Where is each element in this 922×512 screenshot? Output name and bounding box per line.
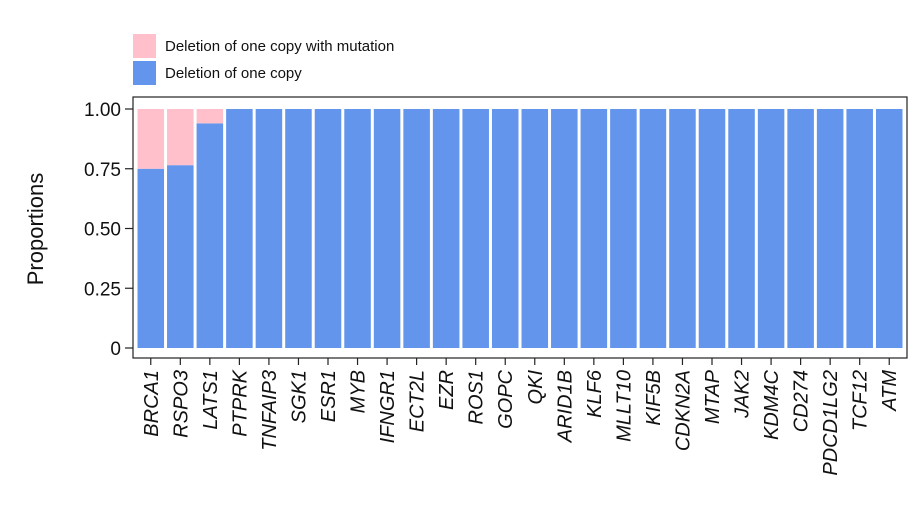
x-tick-label-esr1: ESR1	[318, 370, 340, 422]
bar-gopc-deletion	[491, 109, 519, 348]
x-tick-label-brca1: BRCA1	[141, 370, 163, 437]
x-tick-label-mtap: MTAP	[702, 369, 724, 424]
x-tick-label-arid1b: ARID1B	[554, 370, 576, 443]
x-tick-label-ros1: ROS1	[466, 370, 488, 424]
bar-atm-deletion	[875, 109, 903, 348]
bar-brca1-deletion-with-mutation	[137, 109, 165, 169]
bar-mllt10-deletion	[610, 109, 637, 348]
x-tick-label-qki: QKI	[525, 370, 547, 405]
y-tick-label: 0	[110, 339, 121, 360]
bar-tnfaip3-deletion	[255, 109, 283, 348]
bar-ezr-deletion	[432, 109, 460, 348]
y-tick-label: 0.25	[84, 279, 121, 300]
bar-sgk1-deletion	[285, 109, 312, 348]
x-tick-label-cd274: CD274	[791, 370, 813, 432]
x-tick-label-mllt10: MLLT10	[613, 370, 635, 442]
x-tick-label-pdcd1lg2: PDCD1LG2	[820, 370, 842, 476]
x-tick-label-ect2l: ECT2L	[407, 370, 429, 432]
y-tick-label: 0.75	[84, 160, 121, 181]
bar-qki-deletion	[521, 109, 549, 348]
x-tick-label-kdm4c: KDM4C	[761, 369, 783, 440]
legend-label: Deletion of one copy	[165, 65, 302, 82]
bar-ros1-deletion	[462, 109, 489, 348]
y-axis-title: Proportions	[23, 173, 48, 286]
bar-tcf12-deletion	[846, 109, 873, 348]
x-tick-label-gopc: GOPC	[495, 369, 517, 428]
x-tick-label-kif5b: KIF5B	[643, 370, 665, 426]
x-tick-label-ifngr1: IFNGR1	[377, 370, 399, 443]
bar-jak2-deletion	[728, 109, 755, 348]
x-tick-label-ezr: EZR	[436, 370, 458, 410]
bar-ptprk-deletion	[226, 109, 253, 348]
bar-esr1-deletion	[314, 109, 342, 348]
x-tick-label-myb: MYB	[348, 370, 370, 413]
legend-swatch	[133, 34, 156, 58]
x-tick-label-cdkn2a: CDKN2A	[672, 370, 694, 451]
bar-mtap-deletion	[698, 109, 726, 348]
bar-cdkn2a-deletion	[669, 109, 696, 348]
bar-lats1-deletion	[196, 123, 224, 348]
bar-ect2l-deletion	[403, 109, 430, 348]
bar-cd274-deletion	[787, 109, 814, 348]
bars	[137, 109, 903, 348]
bar-arid1b-deletion	[551, 109, 578, 348]
bar-lats1-deletion-with-mutation	[196, 109, 224, 124]
x-tick-label-tnfaip3: TNFAIP3	[259, 370, 281, 451]
x-axis: BRCA1 RSPO3 LATS1 PTPRK TNFAIP3 SGK1 ESR1 MYB IF…	[141, 358, 901, 476]
x-tick-label-ptprk: PTPRK	[229, 368, 251, 436]
x-tick-label-rspo3: RSPO3	[170, 370, 192, 438]
bar-rspo3-deletion-with-mutation	[167, 109, 194, 166]
bar-kdm4c-deletion	[757, 109, 785, 348]
bar-pdcd1lg2-deletion	[816, 109, 844, 348]
bar-klf6-deletion	[580, 109, 608, 348]
bar-rspo3-deletion	[167, 165, 194, 348]
x-tick-label-klf6: KLF6	[584, 369, 606, 418]
x-tick-label-lats1: LATS1	[200, 370, 222, 430]
bar-kif5b-deletion	[639, 109, 667, 348]
legend: Deletion of one copy with mutation Deleti…	[133, 34, 394, 85]
bar-ifngr1-deletion	[373, 109, 401, 348]
y-axis: 0 0.25 0.50 0.75 1.00	[84, 100, 133, 360]
x-tick-label-tcf12: TCF12	[850, 370, 872, 431]
x-tick-label-sgk1: SGK1	[288, 370, 310, 423]
plot-area	[132, 96, 908, 359]
bar-myb-deletion	[344, 109, 371, 348]
x-tick-label-atm: ATM	[879, 370, 901, 412]
y-tick-label: 1.00	[84, 100, 121, 121]
y-tick-label: 0.50	[84, 220, 121, 241]
legend-swatch	[133, 61, 156, 85]
x-tick-label-jak2: JAK2	[732, 370, 754, 419]
bar-brca1-deletion	[137, 168, 165, 348]
legend-label: Deletion of one copy with mutation	[165, 38, 394, 55]
